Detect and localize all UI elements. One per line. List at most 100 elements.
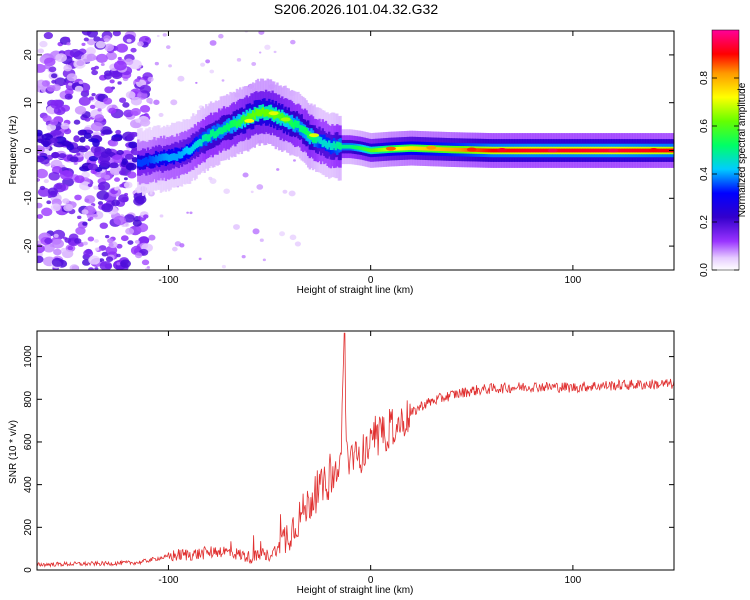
noise-cell: [221, 264, 226, 269]
noise-cell: [82, 221, 88, 226]
noise-cell: [259, 238, 264, 242]
y-tick-label: 400: [23, 476, 34, 493]
noise-cell: [99, 261, 113, 270]
ridge-cell: [150, 156, 153, 164]
ridge-cell: [423, 146, 426, 151]
ridge-peak: [497, 148, 508, 153]
noise-cell: [101, 203, 114, 213]
spectrogram-xlabel: Height of straight line (km): [297, 285, 414, 296]
ridge-cell: [313, 136, 316, 144]
noise-cell: [88, 255, 101, 265]
noise-cell: [42, 115, 52, 123]
ridge-cell: [339, 142, 342, 150]
noise-cell: [93, 185, 99, 190]
ridge-cell: [374, 148, 378, 153]
ridge-peak: [280, 117, 291, 122]
noise-cell: [154, 61, 159, 66]
ridge-cell: [658, 148, 661, 153]
ridge-cell: [161, 153, 164, 161]
noise-cell: [125, 227, 135, 235]
noise-cell: [96, 53, 108, 63]
ridge-cell: [366, 147, 370, 152]
noise-cell: [78, 147, 88, 153]
ridge-cell: [205, 133, 208, 141]
ridge-cell: [311, 135, 315, 143]
ridge-cell: [192, 144, 195, 152]
noise-cell: [115, 43, 129, 53]
noise-cell: [78, 96, 91, 106]
ridge-cell: [620, 148, 624, 153]
noise-cell: [127, 240, 134, 245]
ridge-cell: [328, 140, 331, 148]
y-tick-label: 0: [23, 147, 34, 153]
ridge-cell: [208, 134, 211, 142]
noise-cell: [115, 186, 120, 190]
noise-cell: [290, 39, 296, 45]
ridge-cell: [645, 148, 648, 153]
noise-cell: [58, 153, 67, 159]
y-tick-label: 20: [23, 49, 34, 61]
noise-cell: [236, 58, 242, 62]
noise-cell: [100, 62, 105, 67]
noise-cell: [79, 136, 86, 143]
colorbar-tick-label: 0.0: [699, 263, 710, 277]
ridge-cell: [360, 146, 363, 151]
ridge-cell: [399, 146, 402, 151]
noise-cell: [74, 105, 87, 115]
ridge-cell: [235, 121, 239, 129]
noise-cell: [50, 73, 58, 79]
ridge-cell: [218, 127, 221, 135]
ridge-cell: [224, 125, 227, 133]
noise-cell: [85, 47, 96, 56]
noise-cell: [117, 81, 122, 85]
noise-cell: [125, 162, 137, 171]
ridge-cell: [229, 121, 232, 129]
noise-cell: [83, 249, 94, 258]
noise-cell: [73, 161, 78, 165]
ridge-cell: [331, 143, 334, 150]
ridge-cell: [562, 148, 565, 153]
ridge-cell: [154, 155, 158, 163]
ridge-cell: [250, 113, 253, 121]
noise-cell: [37, 202, 43, 209]
noise-cell: [87, 236, 95, 242]
noise-cell: [61, 247, 67, 252]
noise-cell: [107, 238, 114, 244]
ridge-cell: [582, 148, 585, 153]
noise-cell: [41, 207, 53, 217]
noise-cell: [208, 176, 213, 181]
ridge-cell: [184, 147, 187, 155]
noise-cell: [83, 37, 89, 42]
noise-cell: [46, 123, 57, 132]
ridge-cell: [583, 148, 587, 153]
noise-cell: [109, 162, 119, 169]
ridge-cell: [260, 109, 263, 117]
ridge-cell: [617, 148, 620, 153]
ridge-cell: [318, 136, 321, 144]
ridge-cell: [381, 147, 384, 152]
ridge-cell: [263, 109, 266, 117]
ridge-cell: [591, 148, 595, 153]
ridge-cell: [336, 141, 339, 149]
ridge-cell: [332, 141, 336, 149]
ridge-cell: [232, 119, 235, 127]
ridge-peak: [608, 148, 619, 153]
ridge-cell: [321, 140, 324, 148]
noise-cell: [77, 129, 86, 136]
ridge-cell: [324, 140, 328, 148]
noise-cell: [137, 93, 142, 97]
noise-cell: [130, 108, 141, 116]
noise-cell: [49, 137, 59, 144]
ridge-cell: [214, 131, 218, 139]
noise-cell: [264, 44, 271, 50]
ridge-cell: [493, 148, 496, 153]
ridge-cell: [298, 124, 302, 132]
ridge-cell: [203, 134, 206, 142]
ridge-cell: [442, 147, 446, 152]
ridge-cell: [664, 148, 667, 153]
noise-cell: [90, 121, 104, 132]
ridge-cell: [303, 127, 307, 135]
noise-cell: [93, 213, 98, 218]
ridge-cell: [290, 120, 294, 128]
